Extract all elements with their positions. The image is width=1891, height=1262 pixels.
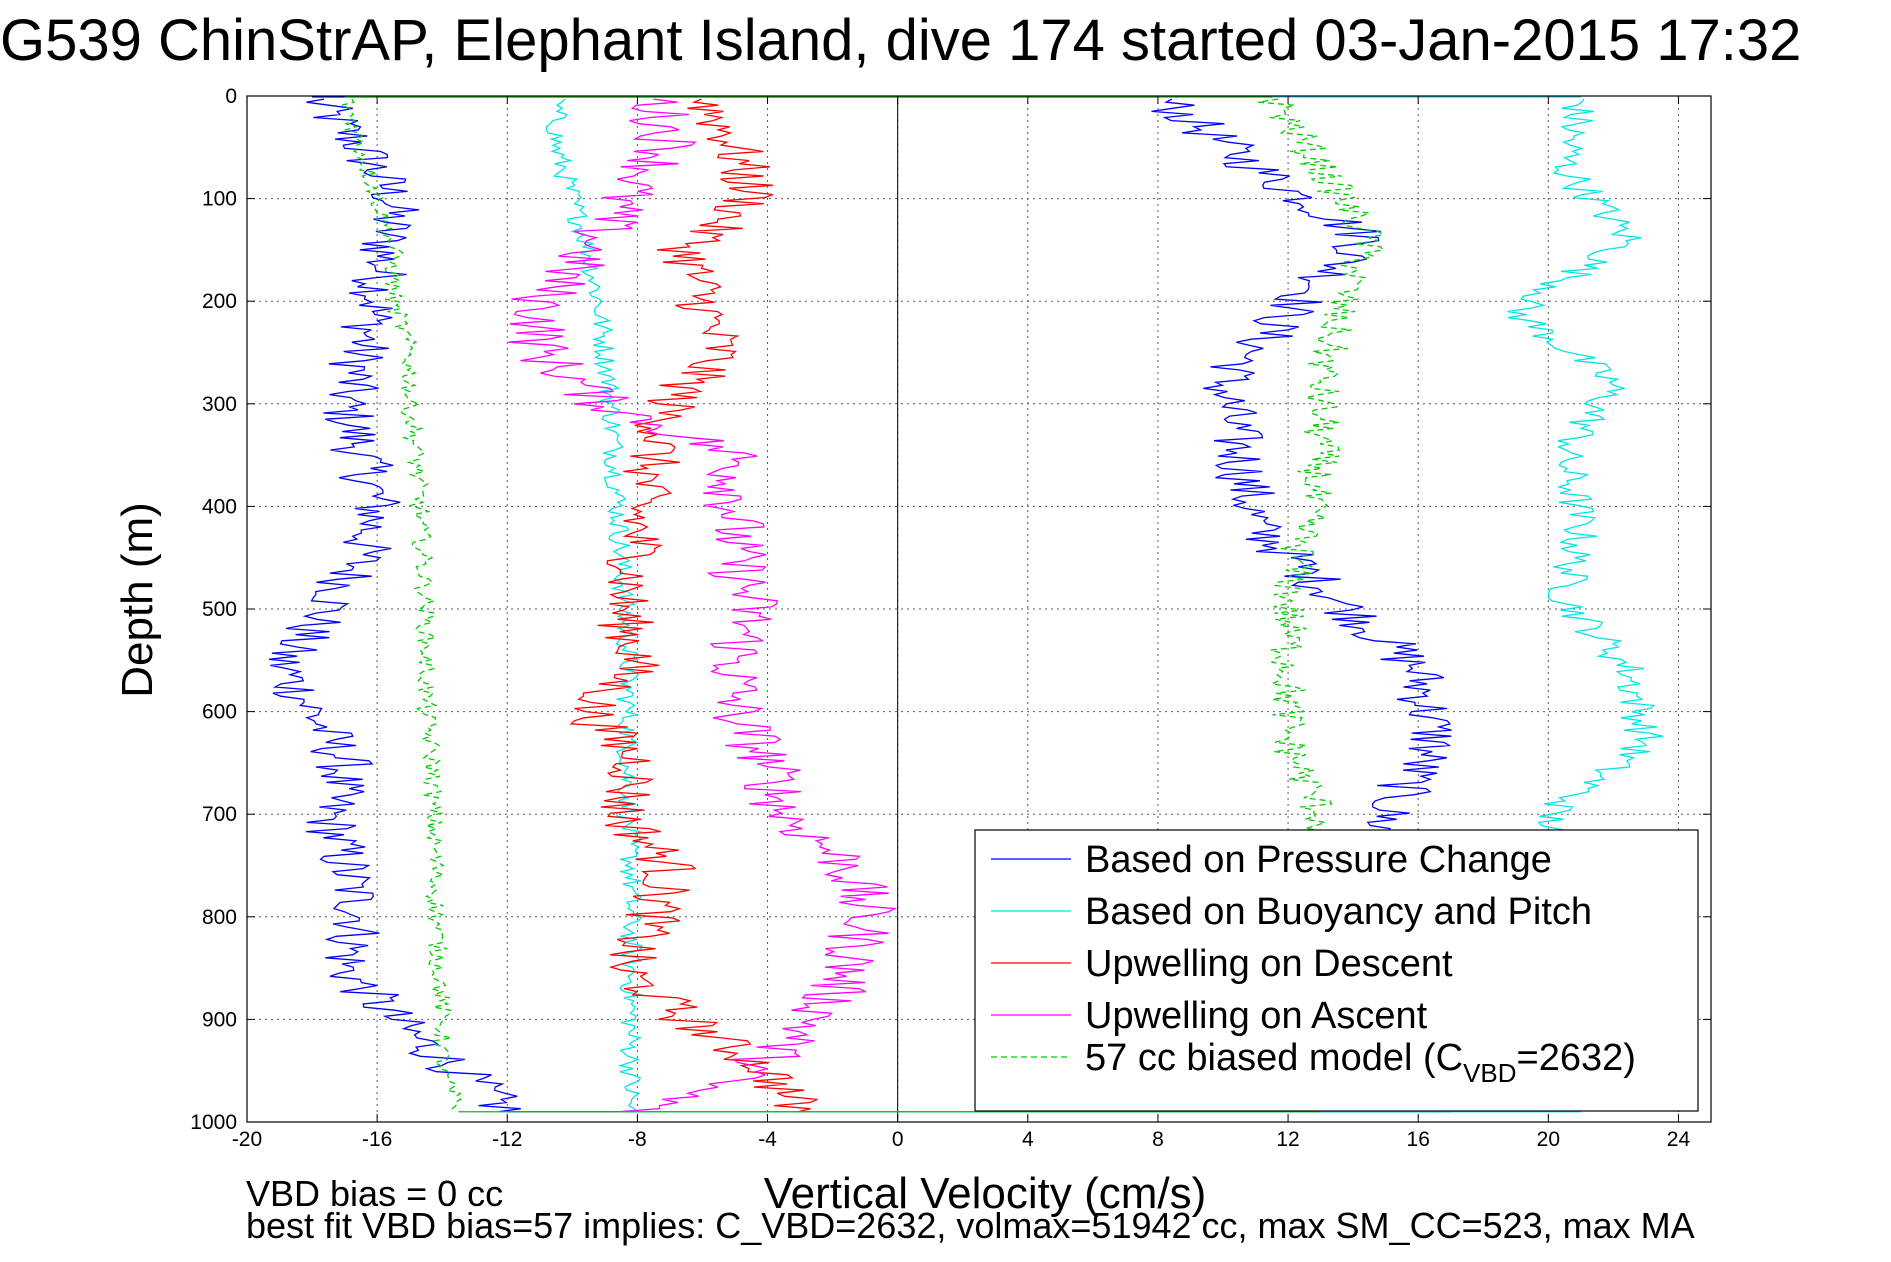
chart-title: G539 ChinStrAP, Elephant Island, dive 17… <box>0 8 1801 73</box>
x-tick-label: -20 <box>232 1128 262 1151</box>
x-tick-label: -4 <box>758 1128 777 1151</box>
legend-label: Upwelling on Descent <box>1085 943 1453 985</box>
x-tick-label: -16 <box>362 1128 392 1151</box>
y-tick-label: 300 <box>202 393 237 416</box>
y-axis-label: Depth (m) <box>113 502 162 698</box>
y-tick-label: 700 <box>202 803 237 826</box>
y-tick-label: 900 <box>202 1008 237 1031</box>
series-line-5-descent <box>339 98 462 1113</box>
x-tick-label: -12 <box>492 1128 522 1151</box>
series-line-2-descent <box>545 98 643 1113</box>
series-line-1-descent <box>269 98 521 1113</box>
y-tick-label: 0 <box>225 85 237 108</box>
x-tick-label: 8 <box>1152 1128 1164 1151</box>
x-tick-label: 0 <box>892 1128 904 1151</box>
x-tick-label: 24 <box>1667 1128 1691 1151</box>
x-tick-label: 16 <box>1407 1128 1430 1151</box>
best-fit-note: best fit VBD bias=57 implies: C_VBD=2632… <box>246 1205 1695 1246</box>
legend-box <box>974 829 1699 1112</box>
y-tick-label: 1000 <box>190 1111 237 1134</box>
series-line-3-descent <box>569 98 818 1113</box>
legend-label: Based on Buoyancy and Pitch <box>1085 891 1592 933</box>
y-tick-label: 400 <box>202 495 237 518</box>
x-tick-label: -8 <box>628 1128 647 1151</box>
y-tick-label: 500 <box>202 598 237 621</box>
x-tick-label: 4 <box>1022 1128 1034 1151</box>
legend-label: Based on Pressure Change <box>1085 839 1552 881</box>
legend-label: Upwelling on Ascent <box>1085 995 1428 1037</box>
y-tick-label: 600 <box>202 701 237 724</box>
y-tick-label: 200 <box>202 290 237 313</box>
x-tick-label: 12 <box>1276 1128 1299 1151</box>
y-tick-label: 100 <box>202 188 237 211</box>
y-tick-label: 800 <box>202 906 237 929</box>
vbd-bias-note: VBD bias = 0 cc <box>246 1173 503 1214</box>
series-line-4-descent <box>508 98 898 1113</box>
x-tick-label: 20 <box>1537 1128 1560 1151</box>
plot-area: -20 -16 -12 -8 -4 0 4 8 12 16 20 24 0 100 200 300 400 500… <box>190 85 1712 1151</box>
x-axis-label: Vertical Velocity (cm/s) <box>764 1169 1207 1218</box>
